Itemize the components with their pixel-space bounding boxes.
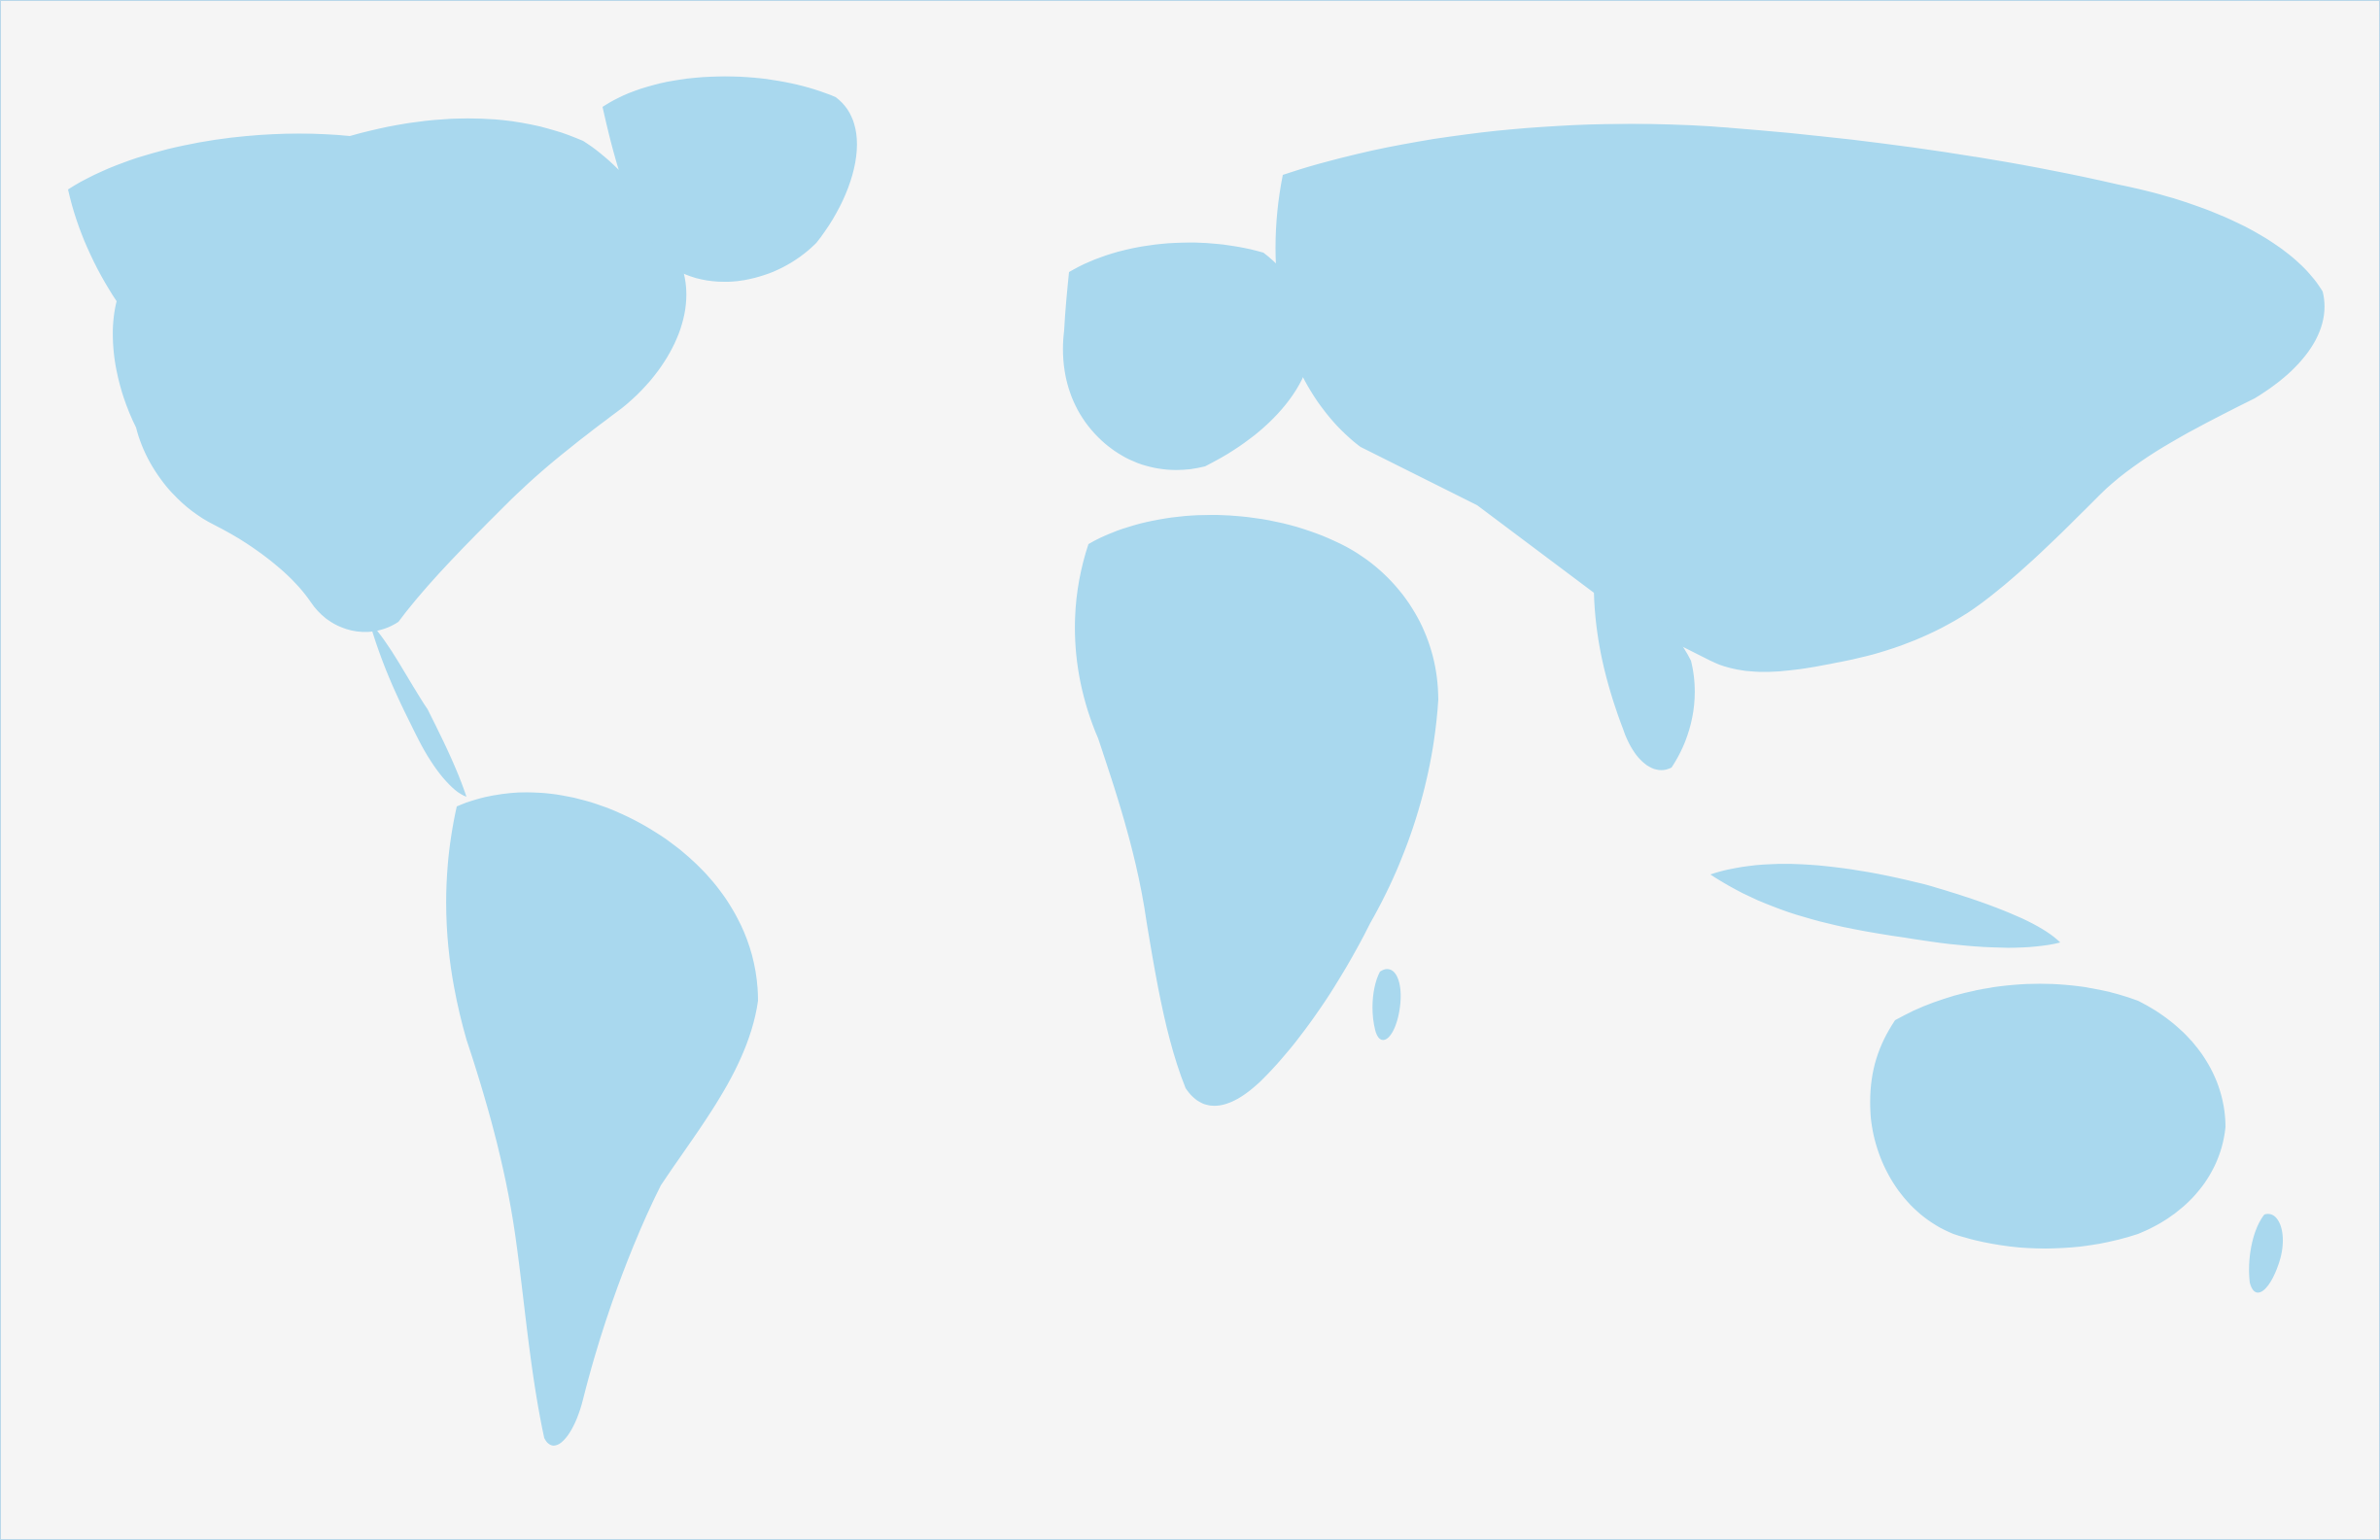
map-new-zealand [2249, 1214, 2284, 1293]
map-madagascar [1372, 969, 1401, 1041]
map-indonesia [1710, 864, 2060, 948]
map-africa [1075, 515, 1438, 1107]
map-greenland [603, 76, 857, 282]
map-europe [1062, 242, 1310, 470]
map-australia [1870, 983, 2225, 1249]
map-central-america [369, 622, 466, 797]
map-india [1594, 583, 1695, 770]
map-japan [1989, 425, 2041, 573]
world-map-background [68, 76, 2325, 1446]
map-north-america [68, 118, 687, 633]
map-south-america [446, 792, 758, 1446]
map-asia [1275, 123, 2325, 672]
